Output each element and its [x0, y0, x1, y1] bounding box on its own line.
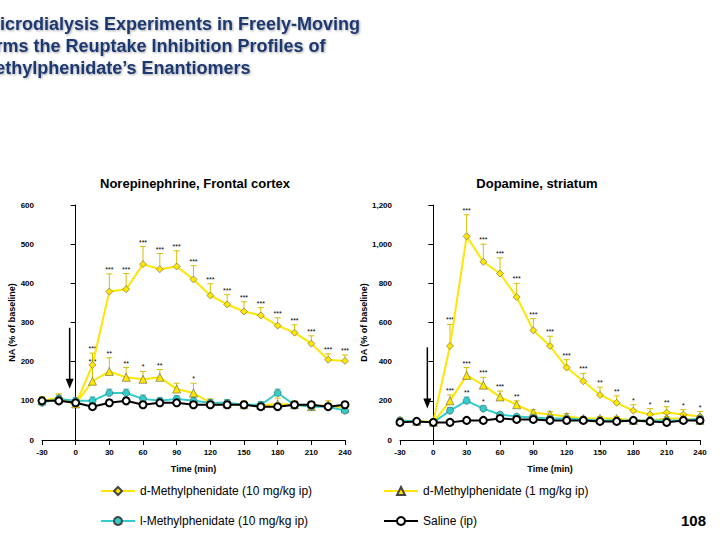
svg-text:***: ***	[546, 328, 554, 335]
svg-text:***: ***	[496, 250, 504, 257]
svg-text:***: ***	[173, 243, 181, 250]
svg-text:60: 60	[139, 448, 148, 457]
svg-text:**: **	[123, 360, 129, 367]
svg-text:DA (% of baseline): DA (% of baseline)	[359, 283, 369, 362]
svg-text:**: **	[664, 399, 670, 406]
svg-text:300: 300	[21, 318, 35, 327]
svg-text:***: ***	[529, 311, 537, 318]
svg-text:0: 0	[431, 448, 436, 457]
svg-text:***: ***	[223, 287, 231, 294]
svg-text:***: ***	[446, 387, 454, 394]
svg-text:108: 108	[681, 512, 706, 529]
svg-text:Dopamine, striatum: Dopamine, striatum	[476, 176, 597, 191]
svg-text:Norepinephrine, Frontal cortex: Norepinephrine, Frontal cortex	[100, 176, 291, 191]
svg-text:120: 120	[560, 448, 574, 457]
svg-text:**: **	[464, 389, 470, 396]
svg-text:240: 240	[693, 448, 707, 457]
svg-text:***: ***	[341, 347, 349, 354]
svg-text:-30: -30	[36, 448, 48, 457]
svg-text:*: *	[632, 397, 635, 404]
svg-text:120: 120	[204, 448, 218, 457]
svg-text:***: ***	[189, 258, 197, 265]
svg-text:***: ***	[463, 360, 471, 367]
svg-text:800: 800	[379, 279, 393, 288]
svg-text:Methylphenidate’s Enantiomers: Methylphenidate’s Enantiomers	[0, 58, 251, 78]
svg-text:100: 100	[21, 396, 35, 405]
svg-text:***: ***	[274, 310, 282, 317]
svg-text:0: 0	[30, 436, 35, 445]
svg-text:0: 0	[73, 448, 78, 457]
svg-text:Time (min): Time (min)	[171, 464, 216, 474]
svg-text:*: *	[192, 375, 195, 382]
svg-text:d-Methylphenidate (1 mg/kg ip): d-Methylphenidate (1 mg/kg ip)	[423, 484, 588, 498]
svg-text:500: 500	[21, 240, 35, 249]
svg-text:***: ***	[513, 275, 521, 282]
svg-text:30: 30	[462, 448, 471, 457]
svg-text:*: *	[482, 398, 485, 405]
svg-text:150: 150	[593, 448, 607, 457]
svg-text:d-Methylphenidate (10 mg/kg ip: d-Methylphenidate (10 mg/kg ip)	[140, 484, 312, 498]
svg-text:**: **	[514, 393, 520, 400]
svg-text:600: 600	[379, 318, 393, 327]
svg-text:30: 30	[105, 448, 114, 457]
svg-text:1,000: 1,000	[372, 240, 393, 249]
svg-text:200: 200	[21, 357, 35, 366]
svg-text:150: 150	[237, 448, 251, 457]
svg-text:***: ***	[105, 266, 113, 273]
svg-text:Intracerebral Microdialysis Ex: Intracerebral Microdialysis Experiments …	[0, 14, 360, 34]
svg-text:180: 180	[627, 448, 641, 457]
svg-text:Rats Confirms the Reuptake Inh: Rats Confirms the Reuptake Inhibition Pr…	[0, 36, 326, 56]
svg-text:***: ***	[496, 383, 504, 390]
svg-text:-30: -30	[394, 448, 406, 457]
svg-text:***: ***	[463, 207, 471, 214]
svg-text:200: 200	[379, 396, 393, 405]
svg-text:**: **	[157, 362, 163, 369]
svg-text:210: 210	[305, 448, 319, 457]
svg-text:***: ***	[257, 300, 265, 307]
svg-text:**: **	[597, 379, 603, 386]
svg-text:l-Methylphenidate (10 mg/kg ip: l-Methylphenidate (10 mg/kg ip)	[140, 514, 308, 528]
svg-text:***: ***	[139, 239, 147, 246]
svg-text:1,200: 1,200	[372, 201, 393, 210]
svg-text:90: 90	[529, 448, 538, 457]
svg-text:180: 180	[271, 448, 285, 457]
svg-text:***: ***	[579, 365, 587, 372]
svg-text:240: 240	[338, 448, 352, 457]
svg-text:*: *	[699, 404, 702, 411]
svg-text:***: ***	[290, 317, 298, 324]
svg-text:*: *	[649, 401, 652, 408]
svg-text:***: ***	[122, 266, 130, 273]
svg-text:***: ***	[156, 246, 164, 253]
svg-text:***: ***	[479, 369, 487, 376]
svg-text:Time (min): Time (min)	[527, 464, 572, 474]
svg-text:90: 90	[172, 448, 181, 457]
svg-text:*: *	[142, 363, 145, 370]
svg-text:*: *	[682, 402, 685, 409]
svg-text:0: 0	[388, 436, 393, 445]
svg-text:60: 60	[496, 448, 505, 457]
svg-text:***: ***	[563, 352, 571, 359]
svg-text:***: ***	[240, 294, 248, 301]
svg-text:Saline (ip): Saline (ip)	[423, 514, 477, 528]
svg-text:***: ***	[307, 328, 315, 335]
svg-text:***: ***	[206, 276, 214, 283]
svg-text:400: 400	[21, 279, 35, 288]
svg-text:***: ***	[324, 346, 332, 353]
svg-text:600: 600	[21, 201, 35, 210]
svg-text:NA (% of baseline): NA (% of baseline)	[7, 283, 17, 362]
svg-text:***: ***	[479, 236, 487, 243]
svg-text:**: **	[107, 350, 113, 357]
svg-text:**: **	[614, 388, 620, 395]
svg-text:210: 210	[660, 448, 674, 457]
svg-text:400: 400	[379, 357, 393, 366]
